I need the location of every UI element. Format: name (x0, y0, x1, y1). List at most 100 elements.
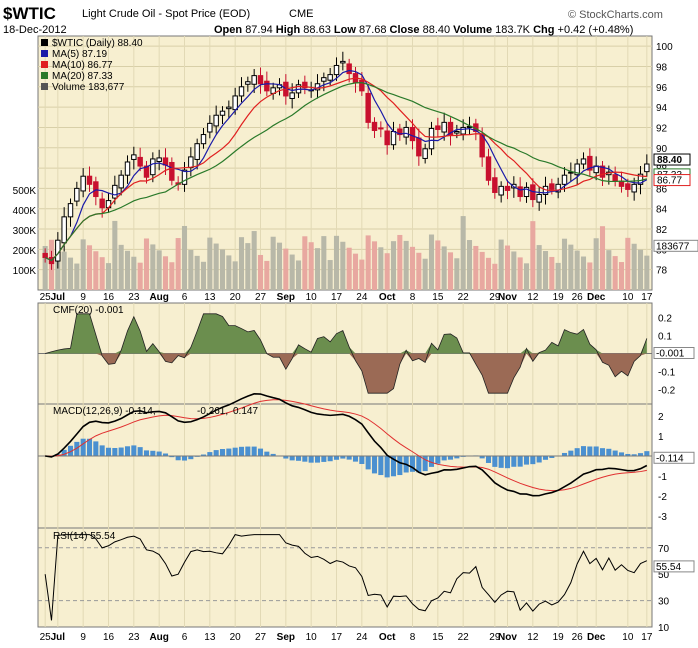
volume-bar (441, 246, 447, 290)
volume-bar (587, 262, 593, 290)
x-tick-label: 19 (553, 292, 565, 303)
watermark: © StockCharts.com (568, 9, 663, 21)
candle-down (137, 156, 143, 167)
cmf-tick-label: -0.2 (658, 386, 676, 397)
macd-histogram-bar (371, 456, 378, 474)
candle-down (409, 126, 416, 142)
volume-bar (492, 263, 498, 290)
x-tick-label: 17 (331, 632, 343, 643)
candle-down (599, 165, 606, 178)
volume-bar (131, 256, 137, 290)
macd-histogram-bar (637, 453, 644, 456)
candle-down (99, 198, 105, 209)
candle-down (169, 161, 175, 181)
macd-histogram-bar (175, 456, 181, 461)
x-tick-label: 8 (410, 292, 416, 303)
candle-down (143, 165, 150, 178)
macd-legend: MACD(12,26,9) -0.114, (53, 406, 156, 417)
volume-bar (365, 235, 371, 290)
macd-histogram-bar (289, 456, 295, 461)
macd-histogram-bar (384, 456, 390, 478)
volume-tick-label: 100K (13, 266, 37, 277)
volume-bar (460, 216, 466, 290)
macd-histogram-bar (612, 450, 618, 456)
x-tick-label: 10 (306, 292, 318, 303)
candle-down (378, 127, 384, 130)
macd-histogram-bar (390, 456, 397, 477)
price-tick-label: 94 (656, 103, 668, 114)
x-tick-label: 25 (40, 632, 52, 643)
candle-up (333, 64, 340, 76)
volume-bar (188, 249, 194, 290)
macd-histogram-bar (599, 448, 606, 456)
x-tick-label: Dec (587, 292, 606, 303)
volume-bar (143, 238, 150, 290)
volume-bar (61, 251, 67, 290)
candle-down (371, 121, 378, 131)
rsi-tick-label: 10 (658, 623, 670, 634)
chart-header: $WTIC Light Crude Oil - Spot Price (EOD)… (0, 0, 698, 40)
volume-bar (346, 247, 352, 290)
candle-down (397, 128, 403, 136)
candle-up (207, 122, 213, 133)
volume-bar (390, 241, 397, 290)
volume-bar (599, 226, 606, 290)
volume-tick-label: 500K (13, 186, 37, 197)
volume-bar (207, 237, 213, 290)
volume-bar (397, 234, 403, 290)
cmf-tick-label: 0.1 (658, 331, 672, 342)
macd-histogram-bar (238, 446, 245, 456)
macd-histogram-bar (416, 456, 422, 473)
volume-bar (321, 236, 327, 290)
candle-up (251, 75, 257, 85)
candle-up (460, 126, 466, 135)
ma5-line (44, 69, 648, 262)
x-tick-label: 13 (204, 292, 216, 303)
volume-bar (542, 251, 549, 290)
macd-histogram-bar (308, 456, 314, 463)
exchange: CME (289, 8, 314, 20)
x-tick-label: 6 (182, 292, 188, 303)
candle-up (561, 174, 568, 185)
x-tick-label: 15 (432, 292, 444, 303)
x-tick-label: 16 (103, 292, 115, 303)
volume-bar (86, 245, 93, 290)
macd-histogram-bar (143, 450, 150, 456)
legend-ma10: MA(10) 86.77 (52, 60, 113, 71)
candle-up (580, 158, 587, 165)
volume-bar (245, 243, 251, 290)
candle-down (365, 92, 371, 123)
legend-volume: Volume 183,677 (52, 82, 125, 93)
legend-swatch (41, 72, 48, 79)
volume-bar (384, 253, 390, 290)
candle-up (428, 127, 435, 150)
volume-bar (105, 263, 112, 290)
macd-histogram-bar (131, 445, 137, 456)
candle-up (232, 95, 238, 111)
candle-up (226, 106, 232, 110)
macd-histogram-bar (346, 456, 352, 460)
volume-bar (625, 237, 631, 290)
candle-down (86, 175, 93, 185)
price-badge (653, 174, 691, 187)
price-tick-label: 78 (656, 266, 668, 277)
macd-histogram-bar (74, 441, 80, 456)
cmf-badge (653, 347, 695, 359)
cmf-tick-label: -0.1 (658, 368, 676, 379)
x-tick-label: 24 (356, 292, 368, 303)
volume-bar (238, 237, 245, 290)
volume-bar (295, 260, 302, 290)
candle-down (492, 177, 498, 193)
macd-hist-legend: 0.147 (233, 406, 258, 417)
candle-up (498, 185, 504, 196)
legend-swatch (41, 39, 48, 46)
volume-bar (232, 261, 238, 290)
macd-histogram-bar (162, 453, 169, 456)
macd-histogram-bar (485, 456, 492, 463)
volume-bar (517, 257, 523, 290)
macd-histogram-bar (156, 451, 162, 456)
rsi-legend: RSI(14) 55.54 (53, 531, 116, 542)
volume-bar (175, 238, 181, 290)
candle-down (618, 180, 625, 187)
volume-tick-label: 400K (13, 206, 37, 217)
